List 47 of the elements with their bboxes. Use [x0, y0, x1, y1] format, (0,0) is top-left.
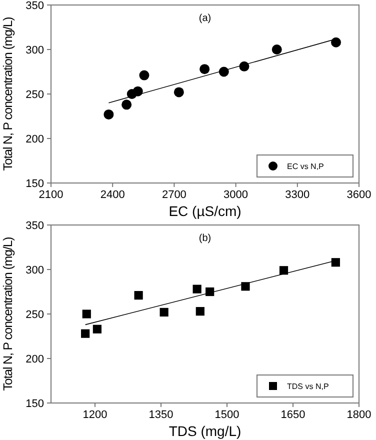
y-tick-label: 300 — [26, 264, 44, 276]
text: (b) — [198, 233, 212, 244]
text: (a) — [198, 13, 212, 24]
x-axis-title: TDS (mg/L) — [168, 423, 242, 439]
point — [92, 324, 102, 334]
y-tick-label: 200 — [26, 354, 44, 366]
x-tick-label: 2100 — [38, 189, 64, 201]
point — [122, 100, 132, 110]
x-tick-label: 2700 — [162, 189, 186, 201]
x-tick-label: 3000 — [224, 189, 248, 201]
y-axis-title: Total N, P concentration (mg/L) — [1, 16, 15, 171]
point — [200, 64, 210, 74]
x-tick-label: 1500 — [214, 409, 240, 421]
point — [272, 44, 282, 54]
point — [139, 70, 150, 80]
y-tick-label: 150 — [26, 178, 44, 190]
point — [241, 282, 250, 291]
point — [174, 87, 184, 98]
y-tick-label: 200 — [26, 134, 44, 146]
x-tick-label: 1650 — [280, 409, 306, 421]
point — [81, 329, 90, 338]
x-tick-label: 2400 — [100, 189, 125, 201]
x-tick-label: 1800 — [346, 409, 372, 421]
point — [132, 86, 143, 96]
point — [196, 307, 204, 316]
y-tick-label: 250 — [26, 89, 44, 101]
point — [331, 37, 342, 48]
y-tick-label: 150 — [26, 398, 44, 410]
y-tick-label: 300 — [26, 44, 44, 56]
x-axis-title: EC (µS/cm) — [168, 203, 242, 219]
point — [82, 310, 91, 318]
point — [331, 258, 340, 267]
legend-label: EC vs N,P — [287, 162, 324, 171]
y-tick-label: 350 — [26, 0, 44, 12]
point — [104, 109, 114, 120]
y-axis-title: Total N, P concentration (mg/L) — [1, 236, 15, 391]
point — [160, 308, 168, 317]
x-tick-label: 1350 — [148, 409, 174, 421]
y-tick-label: 250 — [26, 309, 44, 321]
x-tick-label: 3600 — [346, 189, 372, 201]
point — [192, 284, 202, 294]
y-tick-label: 350 — [26, 220, 44, 232]
point — [134, 291, 143, 300]
x-tick-label: 3300 — [285, 189, 310, 201]
point — [279, 266, 288, 275]
legend-label: TDS vs N,P — [287, 382, 329, 391]
x-tick-label: 1200 — [82, 409, 108, 421]
